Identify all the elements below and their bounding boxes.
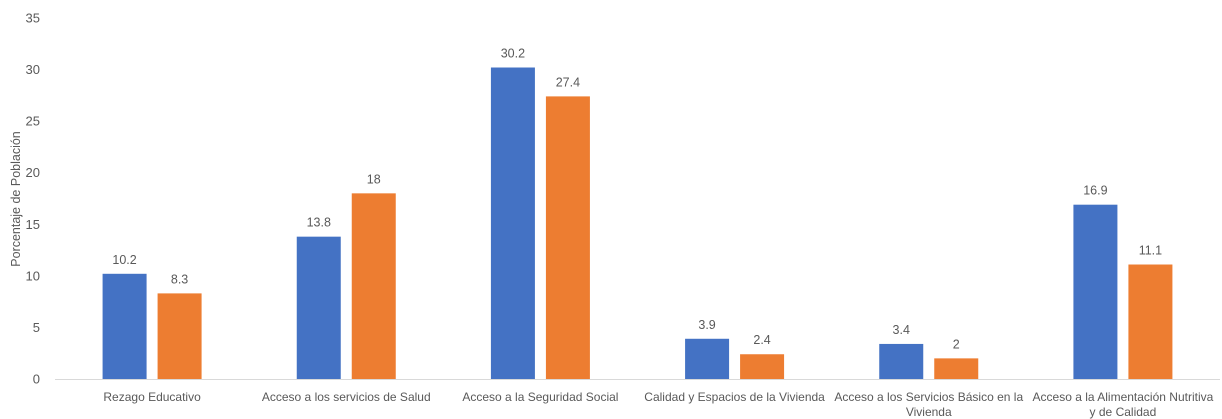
data-label: 13.8 bbox=[307, 216, 331, 230]
data-label: 2.4 bbox=[753, 333, 770, 347]
y-axis-title: Porcentaje de Población bbox=[9, 131, 23, 267]
category-label: Vivienda bbox=[906, 405, 952, 419]
bar-series2 bbox=[740, 354, 785, 379]
x-axis-category-labels: Rezago Educativo Acceso a los servicios d… bbox=[103, 390, 1213, 419]
data-label: 8.3 bbox=[171, 272, 188, 286]
data-label: 3.4 bbox=[893, 323, 910, 337]
bar-series1 bbox=[1073, 204, 1118, 379]
y-tick-label: 5 bbox=[33, 320, 40, 335]
y-tick-label: 35 bbox=[26, 11, 40, 26]
data-label: 10.2 bbox=[112, 253, 136, 267]
category-label: y de Calidad bbox=[1090, 405, 1157, 419]
y-tick-label: 10 bbox=[26, 268, 40, 283]
data-label: 3.9 bbox=[698, 318, 715, 332]
data-label: 27.4 bbox=[556, 75, 580, 89]
data-label: 30.2 bbox=[501, 47, 525, 61]
category-label: Acceso a los Servicios Básico en la bbox=[834, 390, 1023, 404]
category-label: Acceso a la Seguridad Social bbox=[462, 390, 618, 404]
bar-series1 bbox=[102, 273, 147, 379]
bar-series2 bbox=[1128, 264, 1173, 379]
bar-series1 bbox=[879, 343, 924, 379]
data-labels: 10.2 8.3 13.8 18 30.2 27.4 3.9 2.4 3.4 2 16.9 11.1 bbox=[112, 47, 1162, 352]
y-axis-title-group: Porcentaje de Población bbox=[9, 131, 23, 267]
bar-series1 bbox=[296, 236, 341, 379]
data-label: 16.9 bbox=[1083, 184, 1107, 198]
bars bbox=[102, 67, 1173, 379]
data-label: 2 bbox=[953, 337, 960, 351]
bar-series2 bbox=[934, 358, 979, 379]
bar-series2 bbox=[545, 96, 590, 379]
data-label: 11.1 bbox=[1139, 244, 1162, 258]
y-tick-label: 20 bbox=[26, 165, 40, 180]
data-label: 18 bbox=[367, 172, 381, 186]
bar-series2 bbox=[351, 193, 396, 379]
bar-series2 bbox=[157, 293, 202, 379]
y-axis-ticks: 0 5 10 15 20 25 30 35 bbox=[26, 11, 40, 387]
category-label: Acceso a la Alimentación Nutritiva bbox=[1033, 390, 1214, 404]
category-label: Acceso a los servicios de Salud bbox=[262, 390, 431, 404]
y-tick-label: 0 bbox=[33, 372, 40, 387]
category-label: Calidad y Espacios de la Vivienda bbox=[644, 390, 825, 404]
y-tick-label: 25 bbox=[26, 114, 40, 129]
bar-series1 bbox=[685, 338, 730, 379]
y-tick-label: 30 bbox=[26, 62, 40, 77]
y-tick-label: 15 bbox=[26, 217, 40, 232]
bar-series1 bbox=[490, 67, 535, 379]
category-label: Rezago Educativo bbox=[103, 390, 201, 404]
